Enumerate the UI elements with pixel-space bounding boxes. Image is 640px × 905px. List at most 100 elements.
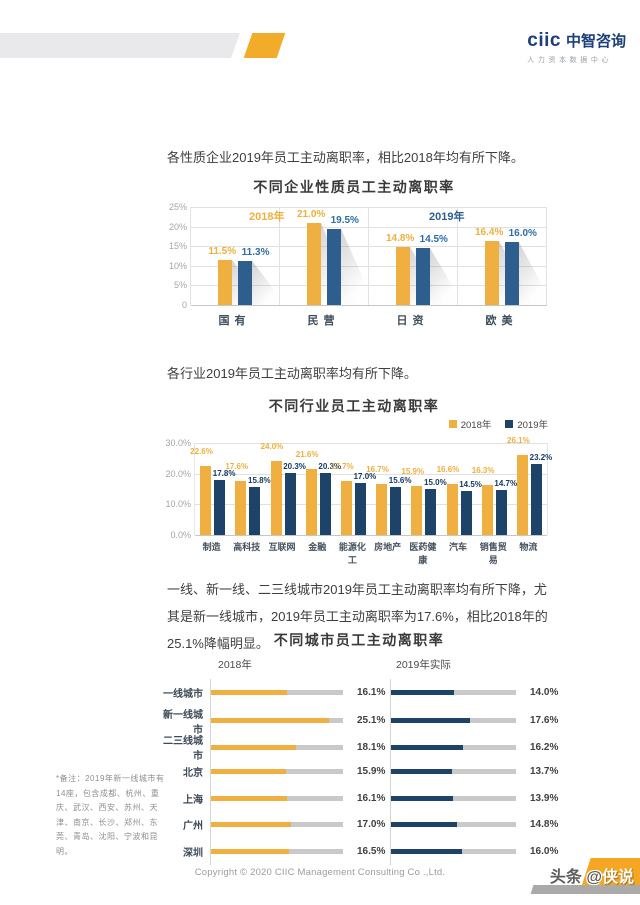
track-zone [210, 785, 353, 812]
category-label: 互联网 [268, 542, 296, 552]
y-tick-label: 0.0% [170, 530, 191, 540]
city-row: 新一线城市 25.1% 17.6% [158, 705, 560, 736]
track-fill [211, 769, 286, 775]
track [211, 848, 343, 854]
track [391, 744, 516, 750]
bar-group: 22.6% 17.8% [190, 443, 235, 535]
value-label: 21.6% [295, 449, 319, 459]
value-label: 14.5% [419, 234, 448, 246]
bar-group: 15.9% 15.0% [401, 443, 447, 535]
value-label: 15.8% [247, 475, 271, 485]
category-label: 金融 [308, 542, 327, 552]
watermark-highlight: 侠说 [601, 869, 634, 886]
track-fill [211, 822, 292, 828]
gridline [195, 443, 547, 444]
chart-plot-area: 2018年 2019年 25% 20% 15% 10% 5% 0 11.5% 11.3% 21.… [169, 202, 547, 310]
track-zone [210, 679, 353, 706]
city-row: 一线城市 16.1% 14.0% [158, 679, 560, 706]
track-fill [391, 848, 463, 854]
track [211, 822, 343, 828]
city-row: 北京 15.9% 13.7% [158, 758, 560, 785]
legend-swatch-2019 [505, 420, 514, 428]
value-label: 14.8% [530, 819, 559, 831]
header-accent-parallelogram [243, 33, 286, 58]
chart-title: 不同企业性质员工主动离职率 [253, 179, 455, 195]
track [211, 744, 343, 750]
city-label: 北京 [183, 768, 203, 780]
city-label: 广州 [183, 821, 203, 833]
city-label: 二三线城市 [163, 736, 203, 762]
track-zone [390, 732, 526, 762]
city-rows: 一线城市 16.1% 14.0% 新一线城市 25.1% 17.6% 二三线城市 18.1% 1… [158, 679, 560, 865]
bar-2019年: 15.8% [248, 476, 271, 535]
value-label: 16.1% [357, 686, 386, 698]
gridline [191, 246, 547, 248]
legend-label-2018: 2018年 [460, 420, 492, 431]
value-label: 16.3% [471, 466, 495, 475]
track-fill [211, 795, 287, 801]
bar-2018年: 16.4% [475, 227, 503, 305]
value-label: 11.5% [208, 245, 237, 257]
value-label: 13.7% [530, 766, 559, 778]
bar-2019年: 11.3% [238, 247, 269, 305]
city-label: 上海 [183, 794, 203, 806]
bar-group: 14.8% 14.5% [369, 207, 458, 305]
legend-item-2019: 2019年 [505, 417, 548, 431]
category-label: 汽车 [449, 542, 468, 552]
value-label: 14.0% [530, 686, 559, 698]
bar-group: 16.3% 14.7% [472, 443, 517, 535]
bar-2019年: 15.0% [424, 478, 447, 535]
value-label: 16.0% [508, 228, 537, 240]
value-label: 16.0% [530, 845, 559, 857]
legend-label-2019: 2019年 [517, 420, 548, 431]
bar-2018年: 14.8% [386, 233, 414, 305]
track-fill [211, 848, 289, 854]
value-label: 16.7% [366, 464, 389, 474]
track [391, 689, 516, 695]
y-tick-label: 25% [168, 202, 187, 212]
value-label: 13.9% [530, 792, 559, 804]
brand-logo-subtitle: 人力资本数据中心 [527, 57, 613, 64]
value-label: 19.5% [330, 214, 359, 226]
bar-2019年: 14.5% [459, 480, 482, 535]
watermark-prefix: 头条 @ [549, 869, 602, 886]
bar-group: 17.6% 15.8% [225, 443, 271, 535]
category-label: 医药健康 [409, 542, 437, 565]
value-label: 25.1% [357, 715, 386, 726]
legend-swatch-2018 [448, 420, 457, 428]
category-label: 房地产 [374, 542, 402, 552]
bar-2018年: 26.1% [507, 436, 530, 535]
chart-title: 不同城市员工主动离职率 [273, 632, 445, 648]
value-label: 20.3% [283, 461, 306, 471]
category-label: 民营 [307, 315, 340, 327]
legend-item-2018: 2018年 [448, 417, 492, 431]
track-fill [211, 718, 330, 723]
value-label: 21.0% [296, 208, 326, 220]
column-headers: 2018年 2019年实际 [158, 657, 560, 679]
gridline [191, 226, 547, 228]
bar-group: 26.1% 23.2% [507, 436, 552, 535]
watermark: 头条 @侠说 [515, 855, 640, 899]
value-label: 22.6% [190, 446, 213, 456]
footnote: *备注：2019年新一线城市有14座，包含成都、杭州、重庆、武汉、西安、苏州、天… [56, 774, 165, 856]
track-zone [390, 679, 526, 706]
value-label: 17.6% [530, 715, 559, 726]
gridline [195, 504, 547, 506]
track-zone [390, 758, 526, 785]
track-fill [211, 744, 297, 750]
value-label: 20.3% [318, 461, 342, 471]
value-label: 17.6% [225, 462, 249, 471]
bar-2019年: 17.8% [213, 469, 235, 535]
column-header-2018: 2018年 [218, 659, 252, 671]
bar-groups: 11.5% 11.3% 21.0% 19.5% 14.8% 14.5% 16.4% 16.0% [191, 207, 547, 305]
value-label: 14.5% [459, 479, 482, 489]
track-fill [391, 822, 458, 828]
value-label: 16.5% [357, 845, 386, 857]
bar-2019年: 23.2% [530, 453, 552, 535]
value-label: 18.1% [357, 741, 386, 753]
paragraph-enterprise: 各性质企业2019年员工主动离职率，相比2018年均有所下降。 [167, 150, 524, 165]
bar-2019年: 19.5% [327, 215, 359, 305]
value-label: 17.0% [357, 819, 386, 831]
track-fill [391, 744, 464, 750]
track [391, 795, 516, 801]
